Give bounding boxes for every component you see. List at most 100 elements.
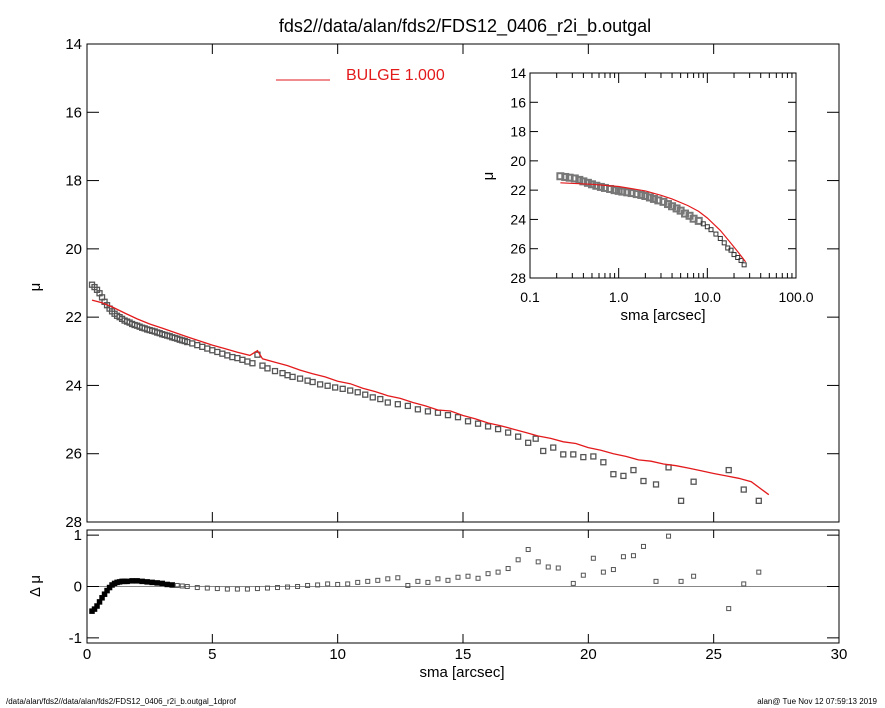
residual-point bbox=[144, 579, 150, 585]
residual-x-tick-label: 20 bbox=[580, 646, 597, 663]
main-data-point bbox=[354, 389, 361, 396]
residual-panel: 0 5 10 15 20 25 30-101 Δ μ sma [arcsec] bbox=[27, 527, 847, 681]
residual-point bbox=[375, 577, 381, 583]
residual-point bbox=[405, 582, 411, 588]
residual-point bbox=[610, 567, 616, 573]
residual-point bbox=[570, 580, 576, 586]
inset-y-tick-label: 28 bbox=[510, 270, 526, 286]
main-data-point bbox=[234, 354, 241, 362]
inset-y-tick-label: 26 bbox=[510, 241, 526, 257]
residual-point bbox=[756, 569, 762, 575]
residual-point bbox=[244, 586, 250, 592]
inset-plot-frame bbox=[529, 72, 797, 279]
inset-data-point bbox=[637, 190, 646, 199]
inset-data-point bbox=[708, 227, 714, 233]
inset-x-axis-label: sma [arcsec] bbox=[620, 307, 705, 324]
main-data-point bbox=[229, 353, 236, 361]
main-data-point bbox=[284, 372, 291, 379]
inset-data-point bbox=[735, 255, 741, 260]
residual-x-tick-label: 30 bbox=[831, 646, 848, 663]
residual-point bbox=[254, 586, 260, 592]
inset-data-point bbox=[731, 252, 737, 258]
inset-data-point bbox=[575, 175, 584, 184]
main-data-point bbox=[600, 459, 607, 466]
inset-data-point bbox=[738, 257, 744, 263]
inset-data-point bbox=[741, 262, 747, 268]
main-data-point bbox=[239, 356, 246, 363]
inset-data-point bbox=[623, 188, 632, 197]
inset-data-point bbox=[556, 172, 565, 181]
main-data-point bbox=[550, 444, 557, 451]
main-data-point bbox=[630, 466, 637, 474]
inset-y-tick-label: 18 bbox=[510, 124, 526, 140]
inset-data-point bbox=[704, 224, 710, 230]
main-y-tick-label: 26 bbox=[65, 446, 82, 463]
residual-point bbox=[620, 554, 626, 560]
main-data-point bbox=[514, 433, 522, 440]
main-y-axis-label: μ bbox=[27, 283, 44, 292]
main-data-point bbox=[194, 341, 201, 349]
main-data-point bbox=[214, 348, 221, 356]
residual-point bbox=[495, 569, 501, 575]
residual-point bbox=[580, 572, 586, 578]
inset-axis-ticks: 0.1 1.0 10.0 100.0 14 16 18 20 22 24 26 28 bbox=[510, 65, 813, 305]
residual-point bbox=[475, 575, 481, 581]
main-y-tick-label: 24 bbox=[65, 377, 82, 394]
residual-point bbox=[129, 578, 135, 584]
main-data-point bbox=[271, 367, 279, 375]
main-data-point bbox=[424, 408, 432, 415]
residual-point bbox=[630, 553, 636, 559]
residual-point bbox=[194, 585, 200, 591]
inset-y-tick-label: 24 bbox=[510, 211, 526, 227]
main-data-point bbox=[189, 340, 196, 347]
residual-x-tick-label: 0 bbox=[83, 646, 91, 663]
inset-panel: 0.1 1.0 10.0 100.0 14 16 18 20 22 24 26 28 μ sma [a… bbox=[480, 65, 814, 324]
residual-point bbox=[445, 577, 451, 583]
residual-point bbox=[169, 582, 175, 588]
main-data-point bbox=[362, 391, 369, 398]
residual-point bbox=[325, 581, 331, 587]
residual-point bbox=[345, 581, 351, 587]
main-data-point bbox=[394, 401, 401, 408]
residual-point bbox=[275, 585, 281, 591]
main-data-point bbox=[404, 402, 412, 410]
residual-point bbox=[355, 579, 361, 585]
residual-y-tick-label: 1 bbox=[74, 527, 82, 544]
main-data-point bbox=[219, 350, 226, 357]
residual-point bbox=[184, 584, 190, 589]
main-data-point bbox=[377, 395, 384, 403]
residual-point bbox=[234, 586, 240, 592]
residual-point bbox=[365, 578, 371, 584]
main-data-point bbox=[414, 406, 422, 413]
residual-point bbox=[224, 586, 230, 592]
residual-point bbox=[335, 581, 341, 587]
footer-timestamp: alan@ Tue Nov 12 07:59:13 2019 bbox=[757, 697, 877, 706]
residual-point bbox=[295, 584, 301, 589]
residual-x-tick-label: 10 bbox=[329, 646, 346, 663]
residual-point bbox=[285, 584, 291, 590]
residual-marks bbox=[87, 533, 839, 614]
residual-point bbox=[666, 533, 672, 539]
main-data-point bbox=[209, 347, 216, 354]
residual-point bbox=[164, 581, 170, 588]
main-data-point bbox=[474, 420, 482, 427]
inset-data-point bbox=[570, 174, 579, 183]
inset-data-point bbox=[618, 187, 627, 196]
inset-x-tick-label: 1.0 bbox=[609, 289, 629, 305]
inset-data-point bbox=[610, 186, 619, 195]
inset-marks bbox=[556, 172, 747, 268]
main-data-point bbox=[525, 439, 532, 446]
main-data-point bbox=[332, 384, 339, 391]
residual-y-tick-label: 0 bbox=[74, 579, 82, 596]
footer-file-path: /data/alan/fds2//data/alan/fds2/FDS12_04… bbox=[6, 697, 236, 706]
main-data-point bbox=[464, 418, 472, 425]
main-data-point bbox=[339, 385, 346, 392]
inset-y-tick-label: 14 bbox=[510, 65, 526, 81]
inset-data-point bbox=[721, 240, 727, 246]
residual-point bbox=[124, 578, 130, 585]
main-profile-marks bbox=[88, 281, 770, 504]
residual-point bbox=[515, 557, 521, 563]
main-y-tick-label: 18 bbox=[65, 173, 82, 190]
main-data-point bbox=[560, 451, 567, 458]
